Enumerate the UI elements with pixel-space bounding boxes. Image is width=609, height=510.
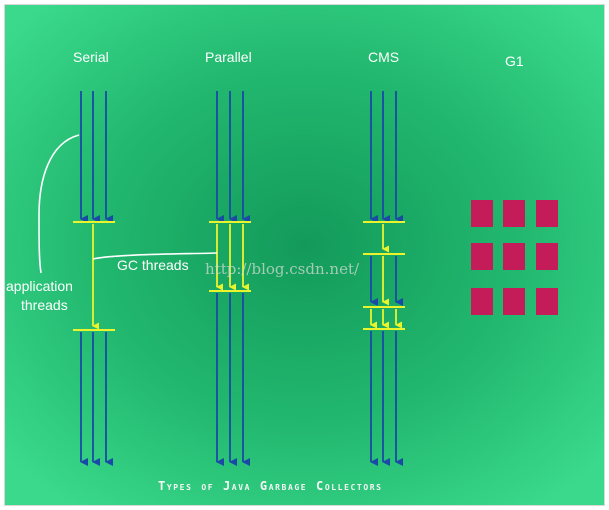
heap-region: [503, 243, 525, 270]
application-threads-label-line2: threads: [21, 297, 68, 313]
g1-title: G1: [505, 53, 524, 69]
parallel-collector: [209, 91, 251, 466]
heap-region: [536, 200, 558, 227]
heap-region: [503, 200, 525, 227]
watermark: http://blog.csdn.net/: [205, 260, 360, 278]
gc-threads-pointer: [92, 252, 218, 260]
serial-title: Serial: [73, 49, 109, 65]
heap-region: [471, 243, 493, 270]
heap-region: [536, 243, 558, 270]
gc-threads-label: GC threads: [117, 257, 189, 273]
heap-region: [471, 288, 493, 315]
diagram-frame: Serial Parallel CMS G1 application threa…: [4, 4, 605, 506]
heap-region: [471, 200, 493, 227]
g1-regions: [471, 200, 558, 315]
application-threads-label-line1: application: [6, 278, 73, 294]
gc-diagram: [5, 5, 604, 505]
diagram-caption: Types of Java Garbage Collectors: [158, 479, 383, 493]
serial-collector: [73, 91, 115, 466]
cms-title: CMS: [368, 49, 400, 65]
heap-region: [503, 288, 525, 315]
parallel-title: Parallel: [205, 49, 252, 65]
cms-collector: [363, 91, 405, 466]
heap-region: [536, 288, 558, 315]
application-threads-pointer: [38, 134, 80, 274]
